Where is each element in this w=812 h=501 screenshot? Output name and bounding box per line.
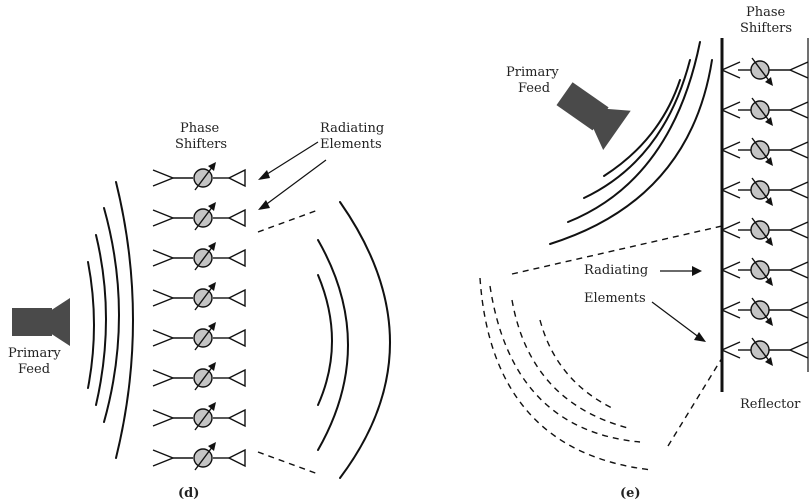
radiating-elements-label-e-line2: Elements [584,291,646,306]
radiating-element-d-2 [227,208,246,228]
termination-e-2 [789,101,809,119]
phase-shifters-label-e-line1: Phase [746,5,786,20]
receive-element-d-2 [152,209,175,227]
receive-element-d-7 [152,409,175,427]
element-row-d-8 [152,442,246,471]
element-row-e-6 [721,257,809,286]
radiating-elements-label-d-line2: Elements [320,137,382,152]
termination-e-6 [789,261,809,279]
receive-element-d-5 [152,329,175,347]
panel-e: Primary Feed Phase Shifters Radiating El… [479,5,809,501]
radiating-element-d-5 [227,328,246,348]
radiating-element-e-7 [721,301,741,319]
termination-e-3 [789,141,809,159]
incident-wavefronts-e [549,41,713,245]
primary-feed-horn-e [556,82,631,151]
beam-edge-bottom-d [257,451,319,475]
element-row-e-1 [721,57,809,86]
element-row-d-2 [152,202,246,231]
element-array-e [721,57,809,366]
radiating-elements-label-d-line1: Radiating [320,121,384,136]
radiating-element-e-4 [721,181,741,199]
element-row-e-8 [721,337,809,366]
caption-d: (d) [178,486,199,501]
radiating-element-d-6 [227,368,246,388]
radiating-element-e-3 [721,141,741,159]
beam-edge-top-e [511,225,723,275]
termination-e-7 [789,301,809,319]
primary-feed-label-e-line1: Primary [506,65,559,80]
phase-shifters-label-e-line2: Shifters [740,21,792,36]
element-row-e-2 [721,97,809,126]
radiating-element-e-2 [721,101,741,119]
element-row-e-5 [721,217,809,246]
termination-e-8 [789,341,809,359]
reflected-wavefronts-e [479,277,653,471]
transmitted-wavefronts-d [317,201,391,479]
phase-shifters-label-d-line2: Shifters [175,137,227,152]
radiating-element-d-7 [227,408,246,428]
radiating-element-d-4 [227,288,246,308]
receive-element-d-3 [152,249,175,267]
receive-element-d-4 [152,289,175,307]
termination-e-5 [789,221,809,239]
beam-edge-top-d [257,209,319,233]
termination-e-4 [789,181,809,199]
element-row-e-3 [721,137,809,166]
primary-feed-label-d-line2: Feed [18,362,50,377]
receive-element-d-8 [152,449,175,467]
element-row-d-4 [152,282,246,311]
receive-element-d-1 [152,169,175,187]
panel-d: Primary Feed Phase Shifters Radiating El… [8,121,391,501]
beam-edge-bottom-e [667,357,723,447]
element-row-e-4 [721,177,809,206]
element-row-d-5 [152,322,246,351]
caption-e: (e) [620,486,641,501]
radiating-element-e-8 [721,341,741,359]
element-row-d-7 [152,402,246,431]
receive-element-d-6 [152,369,175,387]
radiating-pointer-arrows-d [258,141,327,210]
radiating-element-e-1 [721,61,741,79]
primary-feed-horn-d [12,298,70,346]
element-row-e-7 [721,297,809,326]
primary-feed-label-d-line1: Primary [8,346,61,361]
element-array-d [152,162,246,471]
radiating-elements-label-e-line1: Radiating [584,263,648,278]
radiating-element-d-8 [227,448,246,468]
primary-feed-label-e-line2: Feed [518,81,550,96]
element-row-d-3 [152,242,246,271]
radiating-element-d-1 [227,168,246,188]
element-row-d-1 [152,162,246,191]
radiating-pointer-arrows-e [651,266,706,342]
incident-wavefronts-d [87,181,134,459]
phase-shifters-label-d-line1: Phase [180,121,220,136]
element-row-d-6 [152,362,246,391]
radiating-element-e-6 [721,261,741,279]
termination-e-1 [789,61,809,79]
reflector-label: Reflector [740,397,801,412]
radiating-element-e-5 [721,221,741,239]
radiating-element-d-3 [227,248,246,268]
